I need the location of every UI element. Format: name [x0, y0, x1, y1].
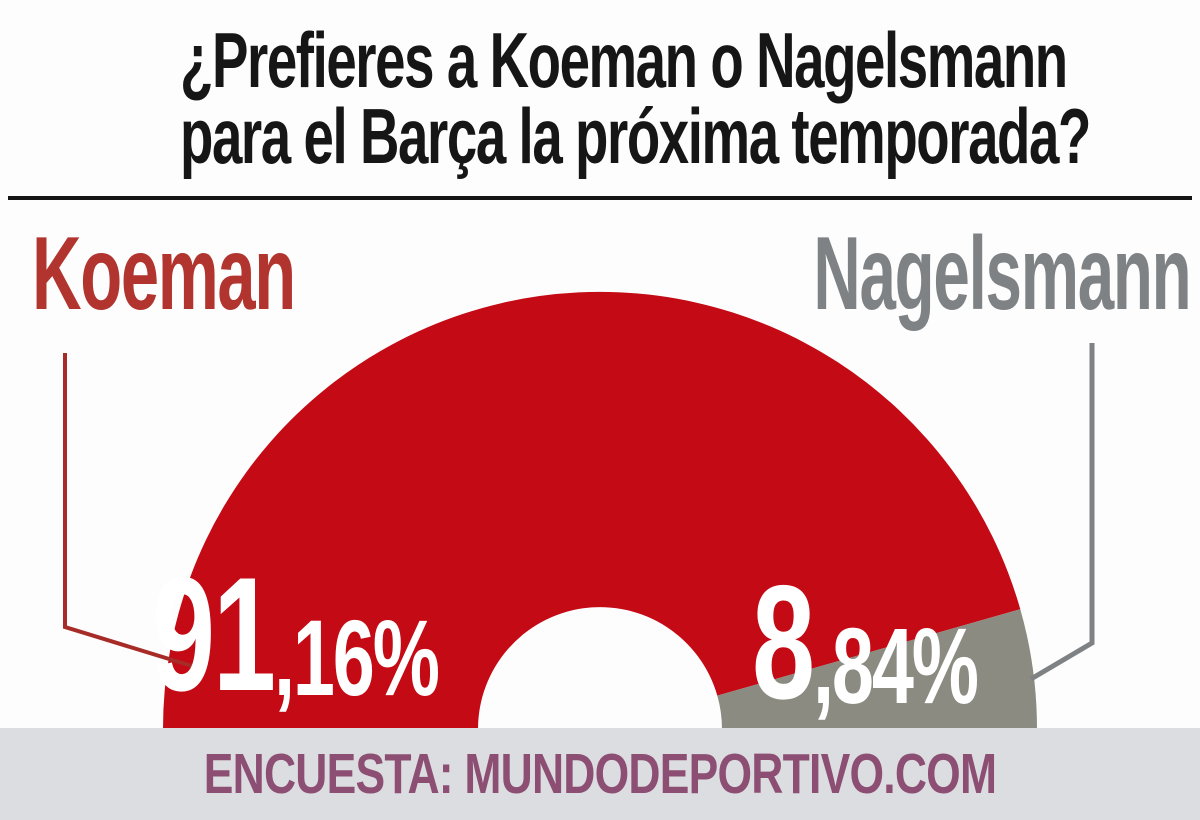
poll-question-line1: ¿Prefieres a Koeman o Nagelsmann — [180, 16, 1068, 104]
value-nagelsmann-main: 8 — [752, 552, 815, 733]
value-koeman-decimals: ,16% — [273, 597, 440, 718]
value-label-koeman: 91,16% — [152, 554, 440, 718]
value-nagelsmann-decimals: ,84% — [812, 605, 979, 726]
gauge-segment-koeman — [162, 291, 1021, 729]
source-banner-text: ENCUESTA: MUNDODEPORTIVO.COM — [203, 742, 997, 806]
poll-question-line2: para el Barça la próxima temporada? — [180, 92, 1091, 180]
koeman-leader-line — [63, 353, 193, 668]
title-divider-rule — [8, 196, 1192, 200]
source-banner: ENCUESTA: MUNDODEPORTIVO.COM — [0, 728, 1200, 820]
nagelsmann-leader-line — [1029, 343, 1095, 682]
legend-label-nagelsmann: Nagelsmann — [812, 216, 1191, 332]
value-koeman-main: 91 — [152, 544, 276, 725]
gauge-segment-nagelsmann — [717, 609, 1037, 729]
value-label-nagelsmann: 8,84% — [752, 562, 979, 726]
legend-label-koeman: Koeman — [32, 216, 296, 332]
poll-question-title: ¿Prefieres a Koeman o Nagelsmann para el… — [180, 16, 1091, 180]
